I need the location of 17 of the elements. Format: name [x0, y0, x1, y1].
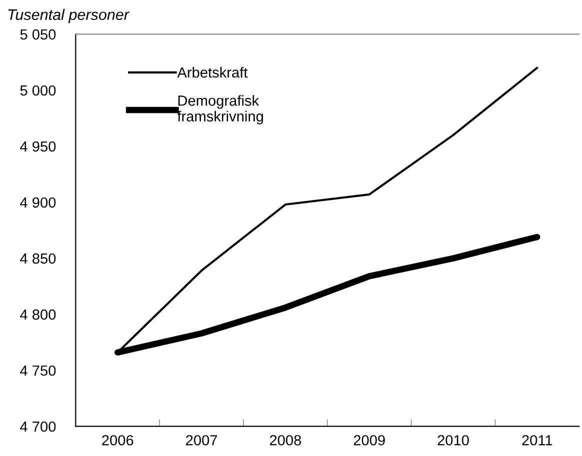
x-tick-label: 2007	[186, 435, 218, 446]
x-tick-label: 2009	[354, 435, 385, 446]
y-tick-label: 4 900	[20, 197, 56, 208]
y-axis-title: Tusental personer	[8, 8, 130, 24]
x-tick-label: 2008	[270, 435, 302, 446]
y-tick-label: 4 950	[20, 141, 56, 152]
legend-label: Arbetskraft	[177, 66, 248, 78]
legend-label: Demografisk framskrivning	[177, 95, 263, 124]
y-tick-label: 5 050	[20, 29, 56, 40]
y-tick-label: 4 850	[20, 253, 56, 264]
x-tick-label: 2006	[102, 435, 134, 446]
x-tick-label: 2010	[438, 435, 469, 446]
x-tick-label: 2011	[522, 435, 552, 446]
y-tick-label: 5 000	[20, 85, 56, 96]
y-tick-label: 4 800	[20, 309, 56, 320]
y-tick-label: 4 750	[20, 365, 56, 376]
y-tick-label: 4 700	[20, 421, 56, 432]
